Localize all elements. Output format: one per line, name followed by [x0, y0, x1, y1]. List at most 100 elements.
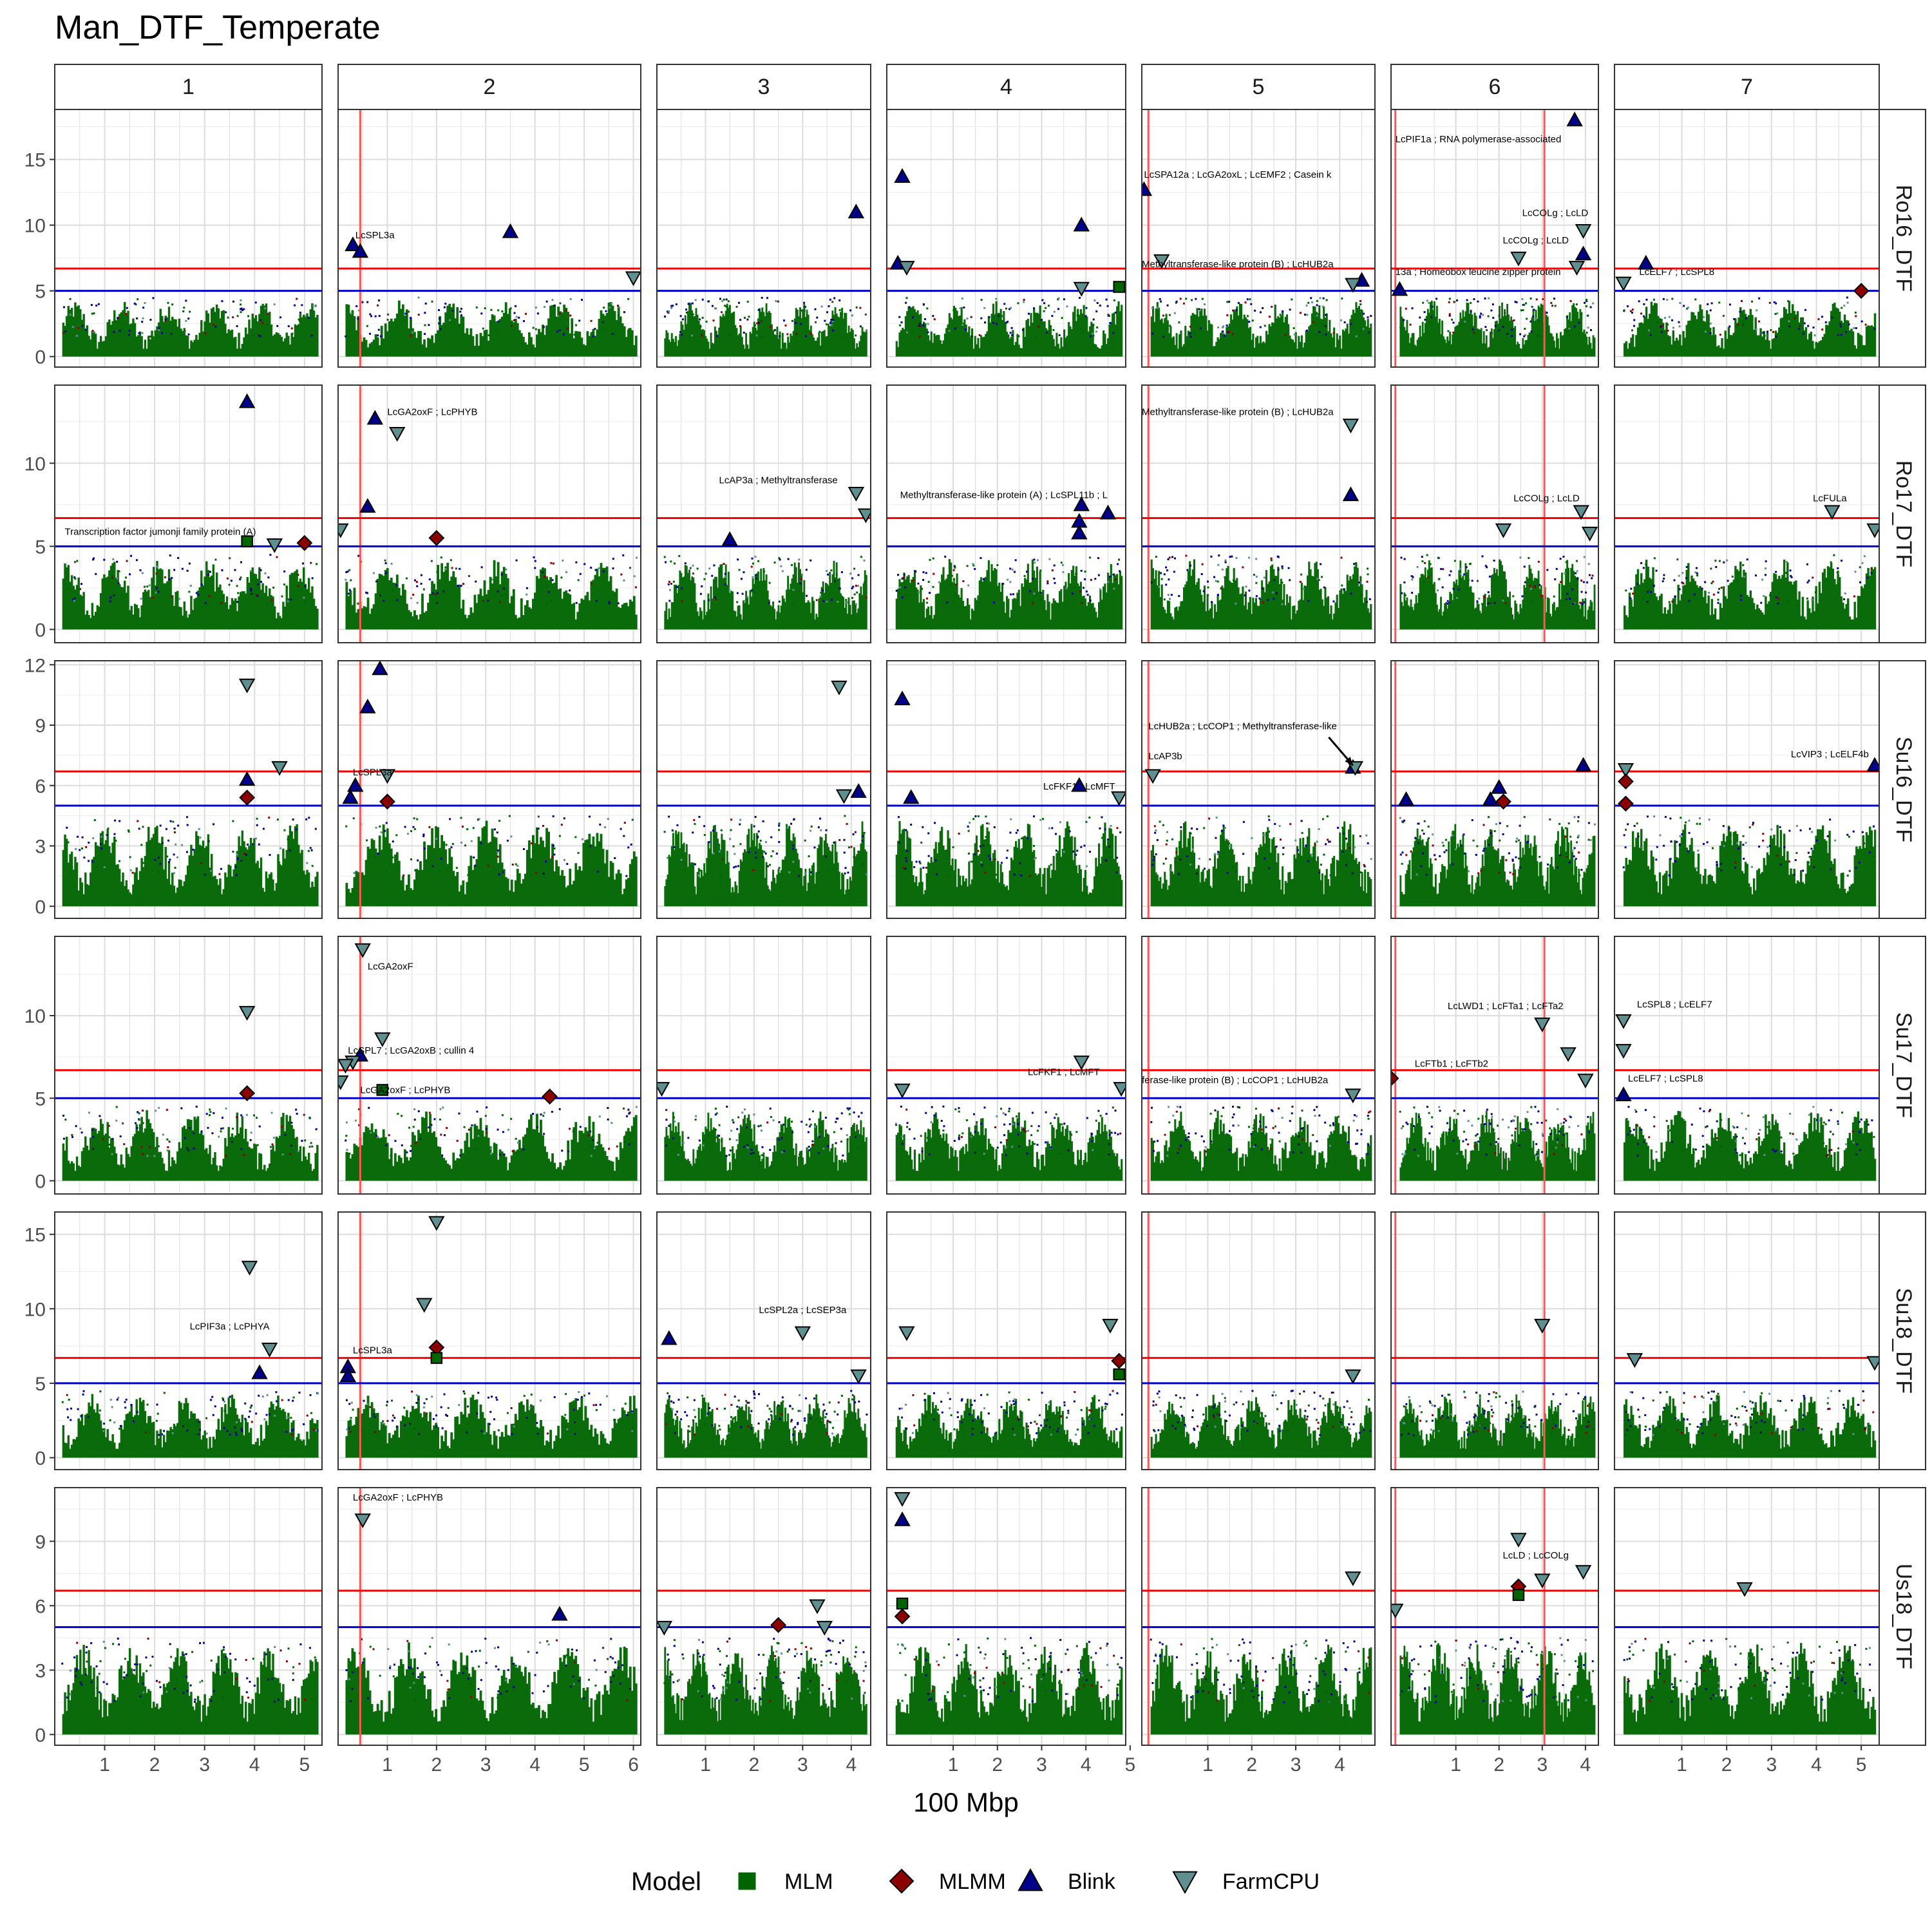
snp-point	[440, 857, 442, 860]
snp-density	[104, 336, 108, 357]
snp-density	[569, 868, 572, 907]
snp-density	[378, 835, 381, 907]
snp-density	[1746, 594, 1748, 630]
snp-point	[1092, 334, 1095, 337]
snp-point	[531, 873, 533, 876]
snp-density	[1191, 312, 1194, 357]
snp-density	[1408, 607, 1411, 630]
snp-density	[1530, 569, 1532, 630]
snp-density	[983, 578, 985, 630]
snp-density	[1283, 583, 1285, 630]
snp-density	[1060, 589, 1063, 630]
snp-density	[345, 882, 348, 907]
snp-density	[607, 302, 611, 357]
snp-point	[1009, 581, 1012, 583]
snp-density	[898, 579, 901, 630]
snp-density	[1577, 576, 1579, 630]
snp-point	[439, 328, 442, 330]
snp-density	[777, 869, 780, 907]
snp-point	[100, 848, 103, 850]
snp-point	[1113, 299, 1115, 301]
snp-density	[190, 596, 193, 630]
snp-density	[156, 326, 158, 357]
snp-density	[1548, 325, 1550, 357]
snp-density	[1337, 339, 1340, 357]
snp-point	[551, 856, 553, 858]
snp-point	[1487, 315, 1490, 317]
snp-density	[764, 878, 766, 907]
snp-density	[205, 310, 208, 357]
snp-density	[312, 310, 316, 357]
snp-point	[815, 599, 818, 601]
snp-point	[670, 307, 673, 309]
snp-density	[1481, 605, 1484, 630]
snp-density	[1186, 336, 1188, 357]
snp-point	[970, 316, 972, 318]
snp-point	[954, 583, 957, 586]
row-strip	[1879, 1487, 1926, 1746]
snp-density	[1479, 330, 1481, 357]
snp-density	[1704, 321, 1707, 357]
snp-point	[232, 300, 234, 303]
snp-density	[1039, 305, 1041, 357]
snp-density	[1565, 328, 1567, 357]
snp-density	[1825, 577, 1828, 630]
snp-point	[590, 567, 592, 569]
snp-point	[558, 329, 561, 332]
snp-density	[417, 869, 420, 907]
snp-point	[1262, 601, 1265, 603]
snp-density	[386, 828, 389, 907]
snp-density	[1246, 319, 1249, 357]
snp-point	[1023, 299, 1025, 301]
snp-point	[142, 862, 145, 864]
snp-density	[769, 605, 772, 630]
snp-density	[819, 345, 822, 357]
snp-density	[477, 594, 480, 630]
snp-density	[231, 598, 234, 630]
snp-density	[791, 578, 793, 630]
snp-point	[1320, 563, 1322, 565]
snp-density	[619, 608, 622, 630]
snp-point	[542, 824, 544, 827]
snp-point	[523, 320, 526, 323]
snp-point	[851, 587, 853, 589]
snp-point	[681, 587, 683, 590]
snp-density	[67, 565, 70, 630]
snp-point	[1790, 576, 1793, 578]
snp-density	[1514, 600, 1517, 630]
snp-point	[663, 831, 666, 833]
snp-density	[140, 858, 143, 907]
snp-point	[1490, 309, 1493, 312]
snp-point	[235, 874, 238, 876]
snp-density	[860, 586, 862, 630]
snp-point	[1046, 580, 1049, 583]
snp-density	[1233, 309, 1235, 357]
snp-density	[196, 835, 200, 907]
snp-point	[361, 301, 364, 303]
snp-point	[1788, 325, 1791, 328]
snp-density	[1765, 339, 1767, 357]
snp-point	[1271, 305, 1273, 308]
snp-density	[1341, 594, 1344, 630]
snp-point	[1491, 332, 1493, 334]
snp-density	[607, 876, 611, 907]
snp-point	[424, 312, 426, 314]
snp-point	[1343, 588, 1345, 591]
snp-point	[1040, 599, 1043, 601]
snp-point	[805, 569, 808, 571]
snp-density	[974, 598, 976, 630]
snp-density	[1009, 338, 1011, 357]
snp-density	[538, 844, 540, 907]
snp-point	[1421, 556, 1423, 558]
snp-point	[691, 302, 694, 305]
snp-density	[730, 892, 732, 907]
snp-density	[433, 848, 436, 907]
snp-point	[944, 555, 947, 558]
snp-point	[1250, 303, 1253, 305]
snp-density	[703, 600, 706, 630]
y-tick-label: 0	[35, 347, 46, 368]
snp-density	[62, 849, 65, 907]
snp-density	[462, 600, 465, 630]
snp-density	[448, 581, 451, 630]
snp-point	[1841, 307, 1843, 309]
